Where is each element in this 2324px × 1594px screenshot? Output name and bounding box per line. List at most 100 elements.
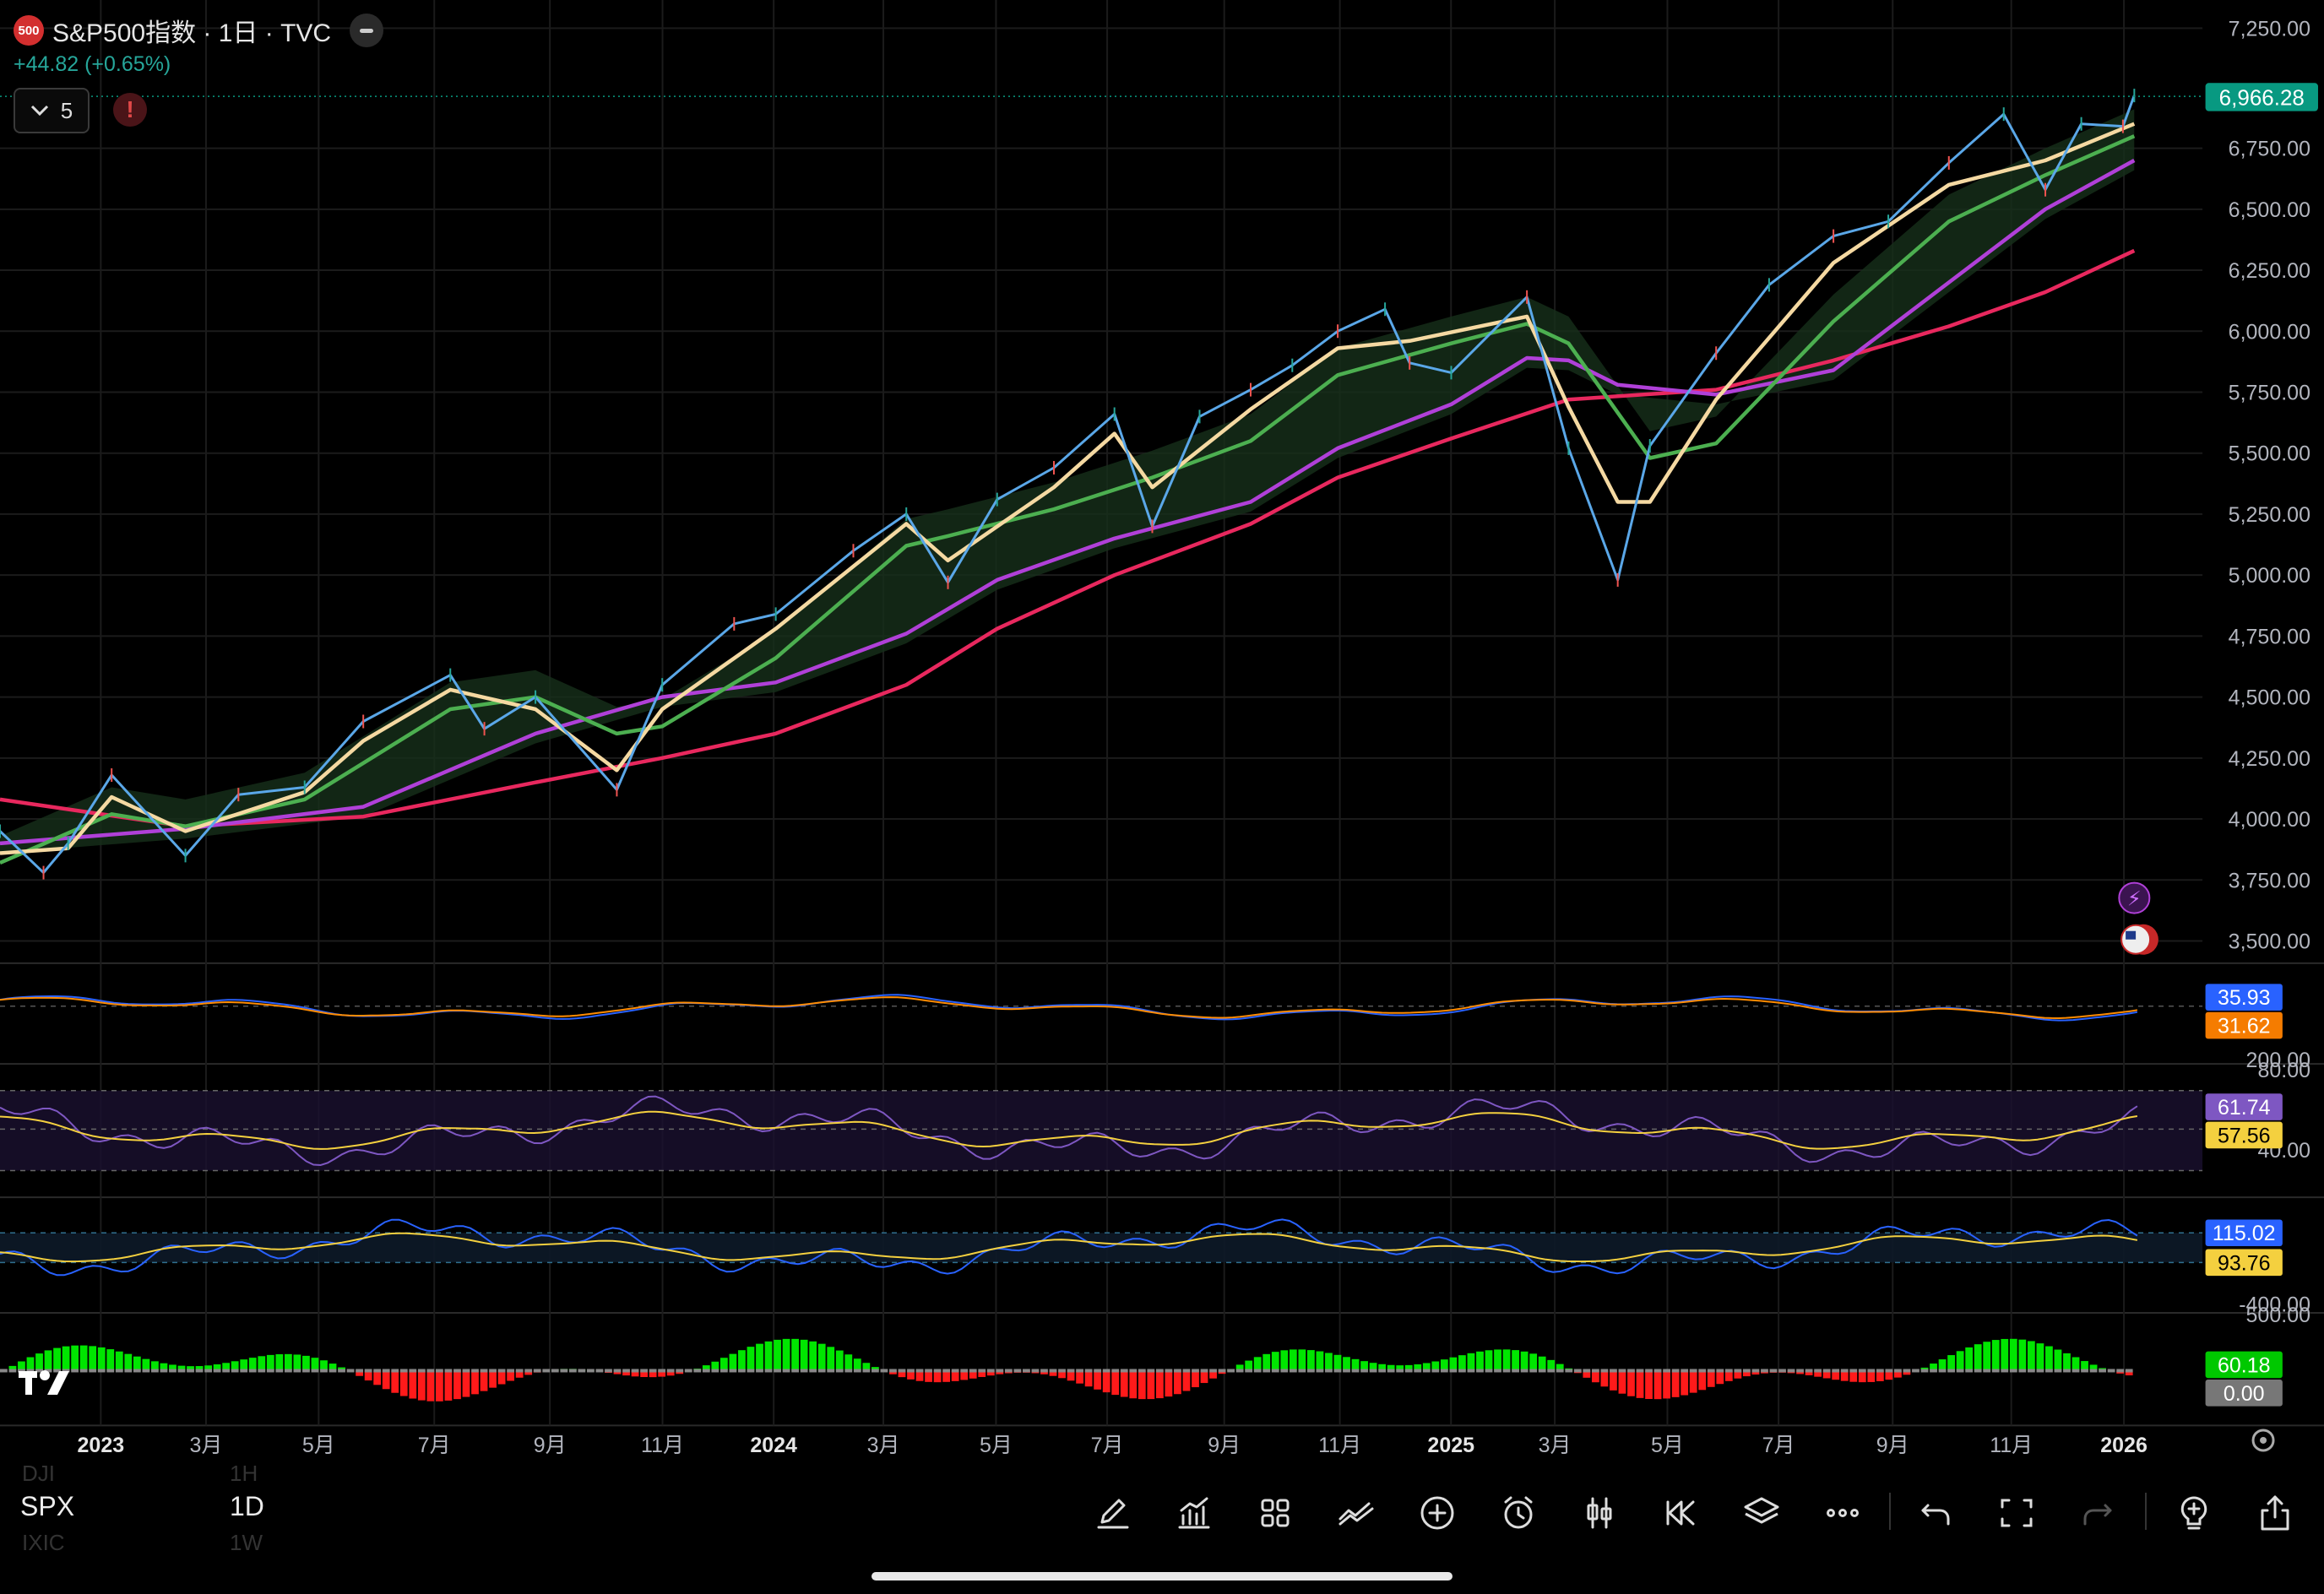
- indicators-button[interactable]: [1170, 1489, 1218, 1537]
- x-tick-label: 9月: [1876, 1434, 1909, 1457]
- histogram-zero-dot: [719, 1369, 728, 1373]
- histogram-zero-dot: [329, 1369, 337, 1373]
- share-button[interactable]: [2251, 1489, 2299, 1537]
- histogram-bar: [8, 1365, 17, 1371]
- histogram-bar: [204, 1365, 212, 1371]
- symbol-header[interactable]: 500 S&P500指数 · 1日 · TVC: [14, 12, 384, 49]
- chart-title[interactable]: S&P500指数 · 1日 · TVC: [52, 19, 332, 47]
- histogram-zero-dot: [658, 1369, 666, 1373]
- histogram-bar: [1885, 1370, 1893, 1380]
- alert-button[interactable]: [1495, 1489, 1542, 1537]
- fullscreen-icon: [2001, 1499, 2033, 1527]
- histogram-bar: [1209, 1370, 1217, 1379]
- histogram-zero-dot: [1671, 1369, 1680, 1373]
- warning-icon[interactable]: !: [113, 93, 147, 127]
- histogram-bar: [1991, 1340, 2000, 1371]
- rsi-signal-value: [2205, 1121, 2283, 1149]
- histogram-bar: [79, 1345, 88, 1371]
- lightning-event-icon: [2118, 881, 2151, 914]
- histogram-zero-dot: [1067, 1369, 1075, 1373]
- histogram-zero-dot: [35, 1369, 43, 1373]
- interval-picker-ghost-below[interactable]: 1W: [230, 1530, 263, 1555]
- x-tick-label: 9月: [1208, 1434, 1241, 1457]
- histogram-zero-dot: [2081, 1369, 2088, 1373]
- pane1-value-blue: 35.93: [2218, 986, 2271, 1010]
- pen-button[interactable]: [1089, 1489, 1137, 1537]
- y-tick-label: 3,750.00: [2229, 869, 2310, 892]
- chart-svg[interactable]: 6,966.28 7,250.00 6,750.00 6,500.00 6,250.00…: [0, 0, 2324, 1466]
- histogram-zero-dot: [436, 1369, 443, 1373]
- histogram-bar: [1333, 1354, 1342, 1371]
- histogram-bar: [1512, 1350, 1519, 1371]
- histogram-zero-dot: [1120, 1369, 1128, 1373]
- histogram-zero-dot: [284, 1369, 292, 1373]
- histogram-bar: [35, 1353, 43, 1371]
- histogram-zero-dot: [747, 1369, 755, 1373]
- histogram-bar: [1698, 1370, 1707, 1391]
- histogram-zero-dot: [1991, 1369, 2000, 1373]
- symbol-picker[interactable]: SPX: [20, 1491, 75, 1521]
- histogram-zero-dot: [1227, 1369, 1235, 1373]
- histogram-bar: [293, 1354, 301, 1371]
- undo-button[interactable]: [1912, 1489, 1959, 1537]
- ideas-button[interactable]: [2170, 1489, 2218, 1537]
- histogram-bar: [489, 1370, 497, 1388]
- interval-picker-ghost-above[interactable]: 1H: [230, 1461, 258, 1486]
- histogram-zero-dot: [640, 1369, 648, 1373]
- histogram-bar: [1165, 1370, 1173, 1397]
- x-tick-label: 7月: [1762, 1434, 1795, 1457]
- histogram-bar: [444, 1370, 453, 1401]
- histogram-bar: [969, 1370, 977, 1379]
- histogram-bar: [329, 1364, 337, 1371]
- histogram-zero-dot: [1502, 1369, 1511, 1373]
- histogram-zero-dot: [1965, 1369, 1974, 1373]
- pen-icon: [1097, 1499, 1129, 1529]
- histogram-zero-dot: [1414, 1369, 1422, 1373]
- histogram-zero-dot: [195, 1369, 204, 1373]
- interval-picker[interactable]: 1D: [230, 1491, 264, 1521]
- candles-icon: [1587, 1497, 1612, 1529]
- histogram-zero-dot: [1600, 1369, 1609, 1373]
- hide-legend-button[interactable]: [350, 14, 384, 47]
- chart-type-button[interactable]: [1576, 1489, 1623, 1537]
- histogram-bar: [1734, 1370, 1742, 1379]
- histogram-zero-dot: [915, 1369, 924, 1373]
- histogram-bar: [1983, 1342, 1991, 1371]
- indicator-collapse-button[interactable]: 5: [14, 88, 90, 133]
- histogram-zero-dot: [1289, 1369, 1297, 1373]
- fullscreen-button[interactable]: [1993, 1489, 2040, 1537]
- histogram-zero-dot: [1440, 1369, 1448, 1373]
- undo-icon: [1921, 1504, 1950, 1526]
- layout-button[interactable]: [1252, 1489, 1299, 1537]
- x-tick-label: 11月: [1990, 1434, 2033, 1457]
- add-button[interactable]: [1414, 1489, 1461, 1537]
- chevron-down-icon: [30, 105, 48, 117]
- histogram-bar: [2001, 1338, 2009, 1371]
- histogram-zero-dot: [1681, 1369, 1689, 1373]
- histogram-zero-dot: [1885, 1369, 1893, 1373]
- replay-button[interactable]: [1657, 1489, 1704, 1537]
- histogram-zero-dot: [711, 1369, 719, 1373]
- histogram-bar: [925, 1370, 932, 1382]
- histogram-zero-dot: [1245, 1369, 1253, 1373]
- histogram-zero-dot: [560, 1369, 568, 1373]
- histogram-zero-dot: [2054, 1369, 2062, 1373]
- symbol-picker-ghost-below[interactable]: IXIC: [22, 1530, 65, 1555]
- histogram-zero-dot: [1930, 1369, 1937, 1373]
- histogram-zero-dot: [79, 1369, 88, 1373]
- minus-icon: [360, 28, 374, 33]
- histogram-zero-dot: [444, 1369, 453, 1373]
- symbol-picker-ghost-above[interactable]: DJI: [22, 1461, 55, 1486]
- objects-tree-button[interactable]: [1738, 1489, 1785, 1537]
- home-indicator[interactable]: [872, 1572, 1452, 1580]
- histogram-zero-dot: [1787, 1369, 1795, 1373]
- redo-button[interactable]: [2074, 1489, 2121, 1537]
- trendline-button[interactable]: [1333, 1489, 1380, 1537]
- histogram-bar: [942, 1370, 951, 1382]
- histogram-zero-dot: [1013, 1369, 1022, 1373]
- histogram-bar: [1262, 1353, 1271, 1371]
- histogram-zero-dot: [373, 1369, 382, 1373]
- more-button[interactable]: [1819, 1489, 1866, 1537]
- histogram-bar: [738, 1350, 746, 1371]
